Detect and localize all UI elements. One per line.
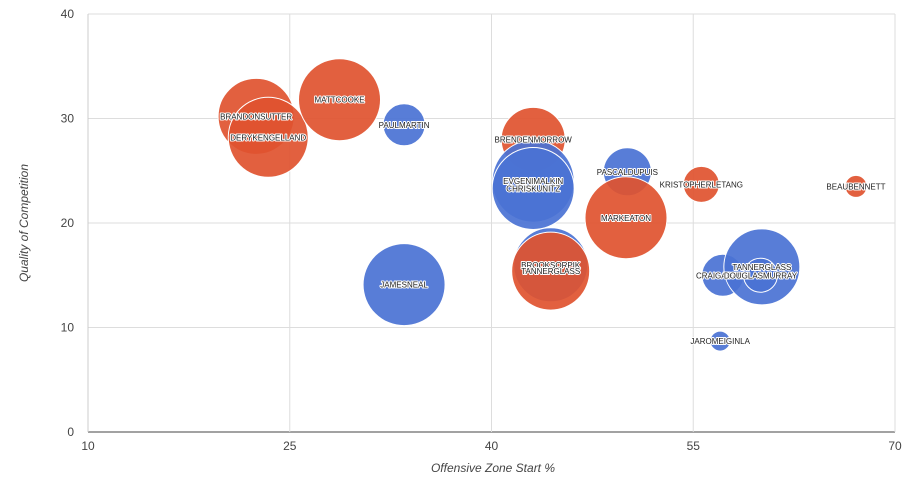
bubble-label: BRANDONSUTTER: [220, 112, 292, 121]
x-tick-label: 25: [283, 439, 297, 453]
bubble-markeaton[interactable]: [584, 176, 668, 260]
bubble-label: BROOKSORPIK: [521, 261, 581, 270]
bubble-derykengelland[interactable]: [227, 96, 309, 178]
bubble-chriskunitz[interactable]: [491, 147, 575, 231]
bubble-label: TANNERGLASS: [732, 263, 791, 272]
x-tick-label: 70: [888, 439, 902, 453]
x-tick-label: 10: [81, 439, 95, 453]
bubble-beaubennett[interactable]: [844, 174, 868, 198]
x-tick-label: 55: [687, 439, 701, 453]
x-tick-label: 40: [485, 439, 499, 453]
bubble-label: EVGENIMALKIN: [503, 177, 563, 186]
bubble-label: PASCALDUPUIS: [597, 168, 658, 177]
bubble-label: PAULMARTIN: [379, 121, 430, 130]
y-axis-title: Quality of Competition: [17, 164, 31, 282]
bubble-tannerglass[interactable]: [511, 231, 591, 311]
bubble-labels: BRANDONSUTTER DERYKENGELLAND MATTCOOKE PAUL…: [219, 95, 887, 347]
bubble-label: BRENDENMORROW: [495, 135, 573, 144]
bubble-label: DERYKENGELLAND: [230, 133, 306, 142]
bubble-label: JAROMEIGINLA: [690, 337, 750, 346]
bubble-jamesneal[interactable]: [362, 243, 446, 327]
y-tick-label: 20: [61, 216, 75, 230]
bubble-label: MATTCOOKE: [314, 96, 364, 105]
y-tick-label: 0: [67, 425, 74, 439]
gridlines: [87, 13, 896, 433]
bubbles: [217, 58, 868, 352]
y-tick-label: 10: [61, 321, 75, 335]
bubble-label: JAMESNEAL: [380, 281, 428, 290]
bubble-jaromeiginla[interactable]: [709, 330, 731, 352]
x-axis-title: Offensive Zone Start %: [431, 461, 555, 475]
tick-labels: 0 10 20 30 40 10 25 40 55 70: [61, 7, 902, 453]
bubble-mattcooke[interactable]: [298, 58, 382, 142]
bubble-kristopherletang[interactable]: [682, 165, 720, 203]
bubble-label: TANNERGLASS: [521, 267, 580, 276]
y-tick-label: 40: [61, 7, 75, 21]
bubble-label: CRAIGADAMS: [696, 271, 750, 280]
bubble-label: MARKEATON: [601, 214, 651, 223]
bubble-label: BEAUBENNETT: [826, 182, 885, 191]
bubble-label: CHRISKUNITZ: [506, 185, 560, 194]
y-tick-label: 30: [61, 112, 75, 126]
bubble-paulmartin[interactable]: [382, 103, 426, 147]
bubble-douglasmurray[interactable]: [743, 257, 778, 293]
bubble-label: DOUGLASMURRAY: [724, 271, 798, 280]
bubble-label: KRISTOPHERLETANG: [660, 180, 743, 189]
